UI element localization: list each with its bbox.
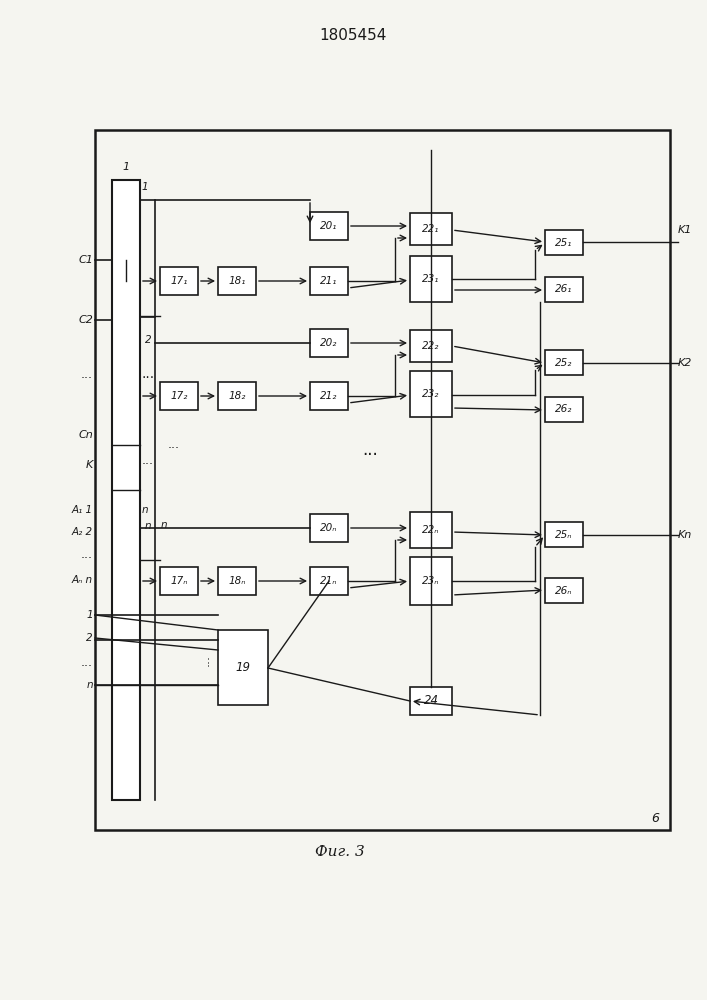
FancyBboxPatch shape: [410, 330, 452, 362]
Text: 22₂: 22₂: [422, 341, 440, 351]
Text: n: n: [161, 520, 168, 530]
Text: ...: ...: [141, 367, 155, 381]
Text: C2: C2: [78, 315, 93, 325]
FancyBboxPatch shape: [310, 567, 348, 595]
Text: 25₂: 25₂: [555, 358, 573, 367]
Text: 25₁: 25₁: [555, 237, 573, 247]
Text: 21ₙ: 21ₙ: [320, 576, 338, 586]
Text: 26ₙ: 26ₙ: [555, 585, 573, 595]
Text: Фиг. 3: Фиг. 3: [315, 845, 365, 859]
Text: K: K: [86, 460, 93, 470]
Text: 20ₙ: 20ₙ: [320, 523, 338, 533]
FancyBboxPatch shape: [218, 567, 256, 595]
Text: 21₂: 21₂: [320, 391, 338, 401]
Text: 22₁: 22₁: [422, 224, 440, 234]
Text: 18₂: 18₂: [228, 391, 246, 401]
FancyBboxPatch shape: [160, 382, 198, 410]
Text: K2: K2: [678, 358, 692, 368]
FancyBboxPatch shape: [410, 256, 452, 302]
Text: A₁ 1: A₁ 1: [72, 505, 93, 515]
Text: 22ₙ: 22ₙ: [422, 525, 440, 535]
Text: 1805454: 1805454: [320, 27, 387, 42]
FancyBboxPatch shape: [410, 687, 452, 715]
Text: 19: 19: [235, 661, 250, 674]
FancyBboxPatch shape: [160, 567, 198, 595]
Text: 1: 1: [122, 162, 129, 172]
Text: 20₂: 20₂: [320, 338, 338, 348]
Text: ...: ...: [168, 438, 180, 452]
Text: 17₁: 17₁: [170, 276, 187, 286]
Text: Aₙ n: Aₙ n: [72, 575, 93, 585]
FancyBboxPatch shape: [410, 557, 452, 605]
FancyBboxPatch shape: [545, 578, 583, 603]
Text: 1: 1: [86, 610, 93, 620]
FancyBboxPatch shape: [545, 522, 583, 547]
Text: 18ₙ: 18ₙ: [228, 576, 246, 586]
FancyBboxPatch shape: [218, 630, 268, 705]
FancyBboxPatch shape: [410, 512, 452, 548]
Text: ...: ...: [81, 368, 93, 381]
FancyBboxPatch shape: [310, 212, 348, 240]
Text: 21₁: 21₁: [320, 276, 338, 286]
FancyBboxPatch shape: [218, 267, 256, 295]
Text: C1: C1: [78, 255, 93, 265]
FancyBboxPatch shape: [410, 213, 452, 245]
Text: 20₁: 20₁: [320, 221, 338, 231]
FancyBboxPatch shape: [218, 382, 256, 410]
Text: 24: 24: [423, 694, 438, 708]
Text: 23₂: 23₂: [422, 389, 440, 399]
Text: ...: ...: [142, 454, 154, 466]
Text: A₂ 2: A₂ 2: [72, 527, 93, 537]
Text: ...: ...: [81, 548, 93, 562]
Text: 2: 2: [145, 335, 151, 345]
FancyBboxPatch shape: [545, 350, 583, 375]
Text: 18₁: 18₁: [228, 276, 246, 286]
Text: ...: ...: [81, 656, 93, 668]
Text: 17ₙ: 17ₙ: [170, 576, 187, 586]
Text: ...: ...: [362, 441, 378, 459]
Text: 2: 2: [86, 633, 93, 643]
Text: n: n: [141, 505, 148, 515]
FancyBboxPatch shape: [310, 329, 348, 357]
Text: 23₁: 23₁: [422, 274, 440, 284]
Text: K1: K1: [678, 225, 692, 235]
Text: 1: 1: [141, 182, 148, 192]
FancyBboxPatch shape: [310, 514, 348, 542]
Text: 6: 6: [651, 812, 659, 824]
Text: 23ₙ: 23ₙ: [422, 576, 440, 586]
FancyBboxPatch shape: [410, 371, 452, 417]
Text: Kn: Kn: [678, 530, 692, 540]
Text: n: n: [145, 521, 151, 531]
FancyBboxPatch shape: [160, 267, 198, 295]
FancyBboxPatch shape: [310, 267, 348, 295]
FancyBboxPatch shape: [545, 277, 583, 302]
Text: 26₂: 26₂: [555, 404, 573, 414]
FancyBboxPatch shape: [545, 397, 583, 422]
Text: ...: ...: [199, 654, 211, 666]
Text: 26₁: 26₁: [555, 284, 573, 294]
Text: 25ₙ: 25ₙ: [555, 530, 573, 540]
FancyBboxPatch shape: [545, 230, 583, 255]
Text: Cn: Cn: [78, 430, 93, 440]
FancyBboxPatch shape: [112, 180, 140, 800]
FancyBboxPatch shape: [310, 382, 348, 410]
Text: 17₂: 17₂: [170, 391, 187, 401]
Text: n: n: [86, 680, 93, 690]
